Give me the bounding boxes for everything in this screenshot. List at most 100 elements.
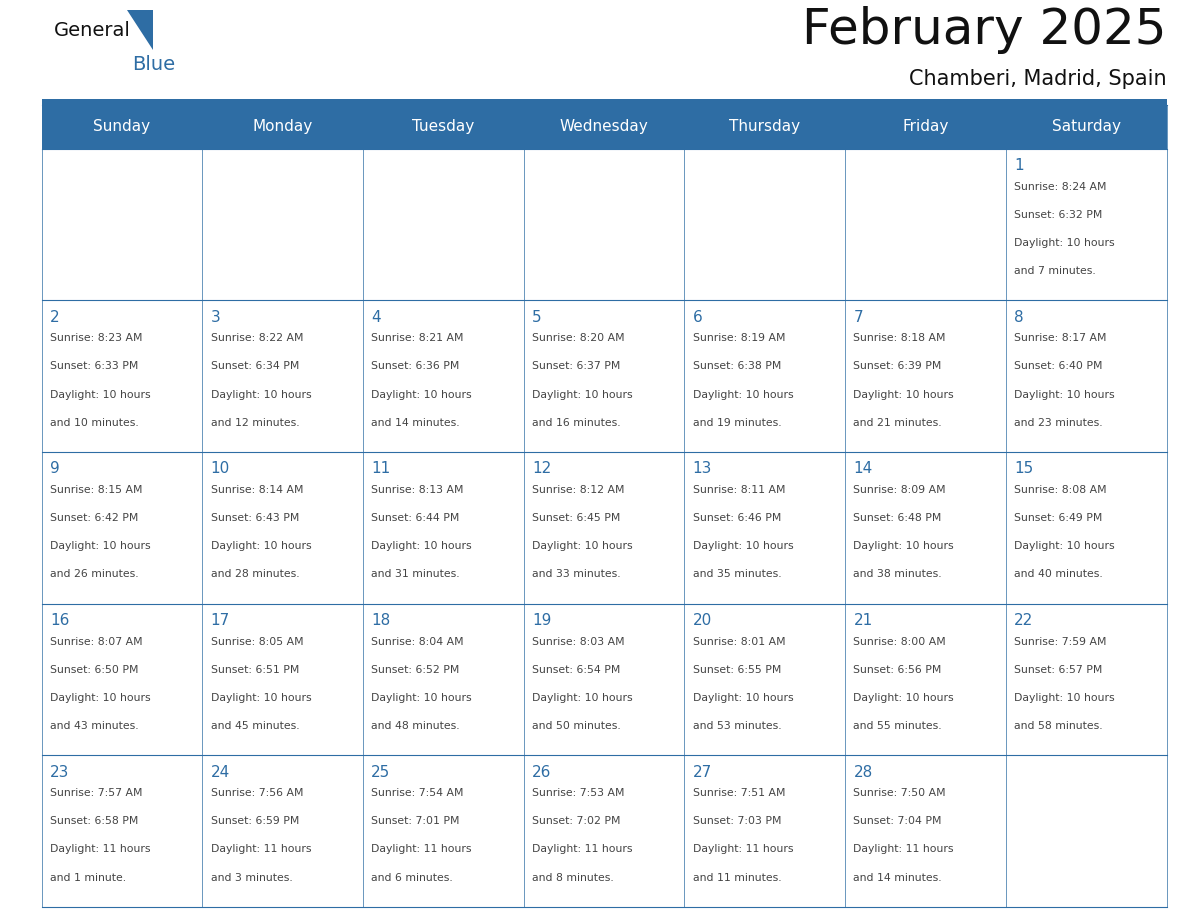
Text: Sunrise: 8:00 AM: Sunrise: 8:00 AM <box>853 637 947 646</box>
Text: Sunset: 7:01 PM: Sunset: 7:01 PM <box>372 816 460 826</box>
Text: Daylight: 10 hours: Daylight: 10 hours <box>50 542 151 551</box>
Text: and 14 minutes.: and 14 minutes. <box>372 418 460 428</box>
Text: Sunset: 6:58 PM: Sunset: 6:58 PM <box>50 816 138 826</box>
Text: Thursday: Thursday <box>729 119 801 134</box>
Text: and 40 minutes.: and 40 minutes. <box>1015 569 1102 579</box>
Text: General: General <box>53 21 131 39</box>
Text: and 26 minutes.: and 26 minutes. <box>50 569 139 579</box>
Text: Sunset: 6:44 PM: Sunset: 6:44 PM <box>372 513 460 523</box>
Text: 6: 6 <box>693 309 702 325</box>
Text: Sunrise: 8:03 AM: Sunrise: 8:03 AM <box>532 637 625 646</box>
Text: Sunrise: 8:20 AM: Sunrise: 8:20 AM <box>532 333 625 343</box>
Text: Sunset: 6:33 PM: Sunset: 6:33 PM <box>50 362 138 372</box>
Text: Daylight: 10 hours: Daylight: 10 hours <box>1015 542 1114 551</box>
Text: Daylight: 10 hours: Daylight: 10 hours <box>693 542 794 551</box>
Bar <box>845 756 1006 907</box>
Text: 12: 12 <box>532 461 551 476</box>
Bar <box>202 300 364 452</box>
Text: Sunrise: 8:22 AM: Sunrise: 8:22 AM <box>210 333 303 343</box>
Text: and 35 minutes.: and 35 minutes. <box>693 569 782 579</box>
Text: 3: 3 <box>210 309 220 325</box>
Text: and 7 minutes.: and 7 minutes. <box>1015 266 1097 276</box>
Text: Sunset: 6:48 PM: Sunset: 6:48 PM <box>853 513 942 523</box>
Text: Daylight: 10 hours: Daylight: 10 hours <box>1015 238 1114 248</box>
Text: 7: 7 <box>853 309 864 325</box>
Bar <box>42 452 202 604</box>
Text: Daylight: 11 hours: Daylight: 11 hours <box>210 845 311 855</box>
Text: and 38 minutes.: and 38 minutes. <box>853 569 942 579</box>
Text: Sunrise: 7:54 AM: Sunrise: 7:54 AM <box>372 789 463 799</box>
Bar <box>364 149 524 300</box>
Bar <box>42 105 202 149</box>
Text: 9: 9 <box>50 461 59 476</box>
Text: Chamberi, Madrid, Spain: Chamberi, Madrid, Spain <box>909 69 1167 89</box>
Text: Sunrise: 8:08 AM: Sunrise: 8:08 AM <box>1015 485 1107 495</box>
Bar <box>202 105 364 149</box>
Text: Sunrise: 8:01 AM: Sunrise: 8:01 AM <box>693 637 785 646</box>
Text: 24: 24 <box>210 765 229 779</box>
Text: 15: 15 <box>1015 461 1034 476</box>
Text: Sunrise: 8:23 AM: Sunrise: 8:23 AM <box>50 333 143 343</box>
Text: and 10 minutes.: and 10 minutes. <box>50 418 139 428</box>
Bar <box>1006 756 1167 907</box>
Text: Daylight: 10 hours: Daylight: 10 hours <box>1015 389 1114 399</box>
Text: Daylight: 10 hours: Daylight: 10 hours <box>372 389 472 399</box>
Text: Blue: Blue <box>132 55 175 73</box>
Bar <box>364 300 524 452</box>
Text: 27: 27 <box>693 765 712 779</box>
Text: Sunrise: 8:05 AM: Sunrise: 8:05 AM <box>210 637 303 646</box>
Text: 20: 20 <box>693 613 712 628</box>
Text: and 3 minutes.: and 3 minutes. <box>210 872 292 882</box>
Bar <box>42 604 202 756</box>
Bar <box>1006 105 1167 149</box>
Bar <box>524 300 684 452</box>
Text: and 45 minutes.: and 45 minutes. <box>210 721 299 731</box>
Bar <box>42 300 202 452</box>
Bar <box>42 99 1167 105</box>
Bar <box>845 149 1006 300</box>
Text: Saturday: Saturday <box>1051 119 1120 134</box>
Text: Sunset: 7:03 PM: Sunset: 7:03 PM <box>693 816 782 826</box>
Text: Daylight: 10 hours: Daylight: 10 hours <box>50 389 151 399</box>
Text: Sunset: 6:45 PM: Sunset: 6:45 PM <box>532 513 620 523</box>
Text: Sunset: 7:02 PM: Sunset: 7:02 PM <box>532 816 620 826</box>
Text: Daylight: 10 hours: Daylight: 10 hours <box>693 389 794 399</box>
Text: 26: 26 <box>532 765 551 779</box>
Bar <box>1006 604 1167 756</box>
Bar <box>202 149 364 300</box>
Bar <box>364 756 524 907</box>
Text: Daylight: 10 hours: Daylight: 10 hours <box>372 542 472 551</box>
Text: Daylight: 10 hours: Daylight: 10 hours <box>210 389 311 399</box>
Text: Sunset: 6:56 PM: Sunset: 6:56 PM <box>853 665 942 675</box>
Bar <box>42 756 202 907</box>
Text: Sunset: 6:37 PM: Sunset: 6:37 PM <box>532 362 620 372</box>
Text: Sunset: 6:55 PM: Sunset: 6:55 PM <box>693 665 782 675</box>
Text: Sunrise: 8:11 AM: Sunrise: 8:11 AM <box>693 485 785 495</box>
Text: Friday: Friday <box>903 119 949 134</box>
Text: and 19 minutes.: and 19 minutes. <box>693 418 782 428</box>
Bar <box>524 149 684 300</box>
Text: Sunrise: 7:56 AM: Sunrise: 7:56 AM <box>210 789 303 799</box>
Text: Daylight: 10 hours: Daylight: 10 hours <box>1015 693 1114 703</box>
Bar <box>845 452 1006 604</box>
Bar <box>845 300 1006 452</box>
Text: Sunrise: 8:18 AM: Sunrise: 8:18 AM <box>853 333 946 343</box>
Text: and 58 minutes.: and 58 minutes. <box>1015 721 1102 731</box>
Text: Sunrise: 7:53 AM: Sunrise: 7:53 AM <box>532 789 625 799</box>
Text: Daylight: 10 hours: Daylight: 10 hours <box>532 389 633 399</box>
Text: and 55 minutes.: and 55 minutes. <box>853 721 942 731</box>
Text: Daylight: 10 hours: Daylight: 10 hours <box>210 542 311 551</box>
Text: 14: 14 <box>853 461 873 476</box>
Bar <box>202 756 364 907</box>
Text: Tuesday: Tuesday <box>412 119 474 134</box>
Text: Sunrise: 8:24 AM: Sunrise: 8:24 AM <box>1015 182 1107 192</box>
Text: Sunrise: 8:19 AM: Sunrise: 8:19 AM <box>693 333 785 343</box>
Text: 22: 22 <box>1015 613 1034 628</box>
Bar <box>202 604 364 756</box>
Text: and 1 minute.: and 1 minute. <box>50 872 126 882</box>
Text: Daylight: 11 hours: Daylight: 11 hours <box>853 845 954 855</box>
Bar <box>202 452 364 604</box>
Text: 21: 21 <box>853 613 873 628</box>
Bar <box>42 149 202 300</box>
Text: Daylight: 11 hours: Daylight: 11 hours <box>693 845 794 855</box>
